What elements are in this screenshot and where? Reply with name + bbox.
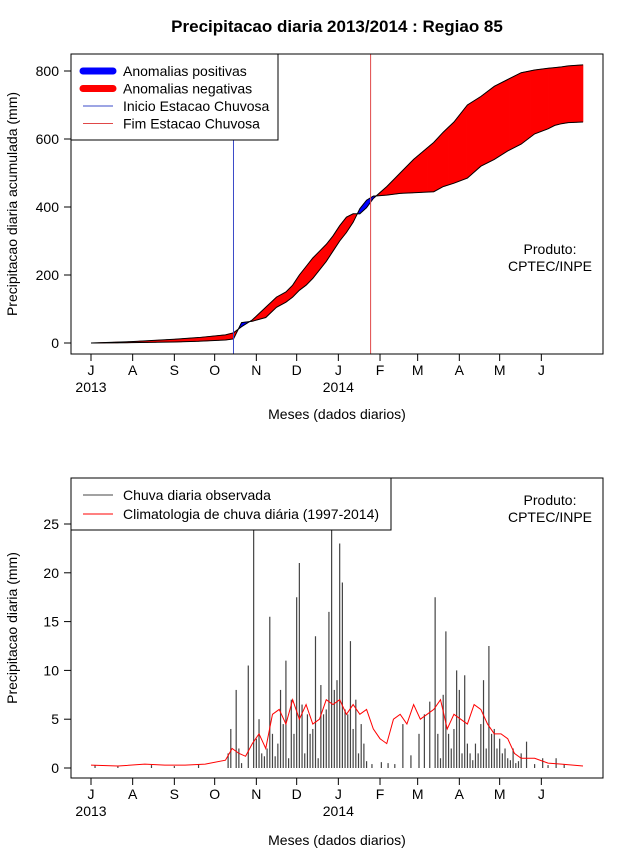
x-axis-title: Meses (dados diarios) [268,832,406,848]
y-tick-label: 200 [36,267,60,283]
year-label: 2013 [75,379,106,395]
x-tick-label: A [128,786,138,802]
climatology-daily-line [90,697,584,767]
credit-line-2: CPTEC/INPE [508,258,592,274]
figure-title: Precipitacao diaria 2013/2014 : Regiao 8… [171,17,503,36]
y-tick-label: 600 [36,131,60,147]
y-tick-label: 5 [51,711,59,727]
legend-label: Anomalias negativas [123,81,252,97]
x-tick-label: J [335,362,342,378]
negative-anomaly-fill [581,64,584,123]
legend-label: Chuva diaria observada [123,487,271,503]
x-tick-label: J [335,786,342,802]
x-tick-label: M [412,786,424,802]
year-label: 2014 [323,803,354,819]
x-tick-label: M [412,362,424,378]
observed-daily-bars [94,504,565,768]
x-tick-label: F [376,362,385,378]
year-label: 2014 [323,379,354,395]
x-tick-label: S [170,362,179,378]
x-tick-label: S [170,786,179,802]
x-tick-label: O [209,362,220,378]
x-tick-label: J [88,362,95,378]
legend-label: Climatologia de chuva diária (1997-2014) [123,506,379,522]
y-tick-label: 0 [51,760,59,776]
x-tick-label: A [455,362,465,378]
credit-line-1: Produto: [524,492,577,508]
x-tick-label: D [292,362,302,378]
climatology-cumulative-line [90,64,584,344]
y-tick-label: 0 [51,335,59,351]
x-tick-label: J [538,786,545,802]
x-tick-label: A [128,362,138,378]
legend: Anomalias positivas Anomalias negativasIn… [70,53,279,141]
legend-label: Anomalias positivas [123,63,247,79]
legend: Chuva diaria observada Climatologia de ch… [70,477,392,531]
y-axis-title: Precipitacao diaria (mm) [4,552,20,704]
x-tick-label: J [88,786,95,802]
credit-line-2: CPTEC/INPE [508,509,592,525]
x-tick-label: F [376,786,385,802]
y-tick-label: 15 [43,614,59,630]
y-tick-label: 400 [36,199,60,215]
x-tick-label: N [251,362,261,378]
x-tick-label: D [292,786,302,802]
y-axis: 0 5 10 15 20 25 [43,516,72,776]
y-tick-label: 20 [43,565,59,581]
y-tick-label: 800 [36,63,60,79]
y-axis: 0 200 400 600 800 [36,63,72,351]
y-tick-label: 25 [43,516,59,532]
x-tick-label: N [251,786,261,802]
x-tick-label: A [455,786,465,802]
x-tick-label: M [494,786,506,802]
legend-label: Inicio Estacao Chuvosa [123,98,270,114]
y-axis-title: Precipitacao diaria acumulada (mm) [4,92,20,316]
x-axis-title: Meses (dados diarios) [268,406,406,422]
year-label: 2013 [75,803,106,819]
y-tick-label: 10 [43,662,59,678]
x-tick-label: J [538,362,545,378]
credit-line-1: Produto: [524,241,577,257]
legend-box [70,477,392,531]
legend-label: Fim Estacao Chuvosa [123,116,260,132]
x-tick-label: O [209,786,220,802]
x-tick-label: M [494,362,506,378]
